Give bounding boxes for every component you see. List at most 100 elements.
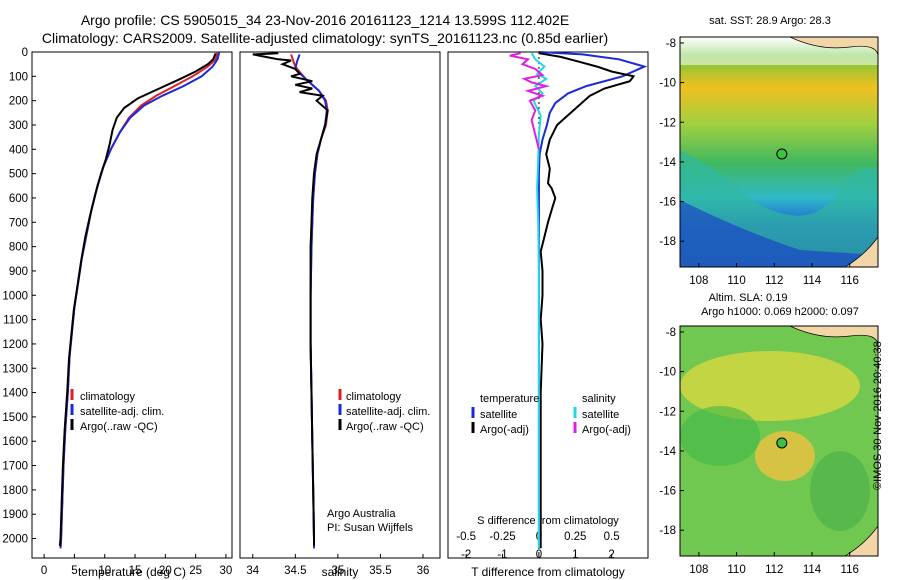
sst-map-frame xyxy=(679,36,879,268)
diff-legend-entry: satellite xyxy=(480,409,517,421)
sla-map-ytick-label: -10 xyxy=(659,367,676,379)
sst-cold xyxy=(680,200,878,267)
argo-australia-label: Argo Australia xyxy=(327,508,396,520)
sla-map-land xyxy=(789,326,878,348)
salinity-series-2 xyxy=(252,52,329,546)
climatology-subtitle: Climatology: CARS2009. Satellite-adjuste… xyxy=(41,30,609,46)
sst-map-ytick-label: -8 xyxy=(666,38,676,50)
sst-map-ytick-label: -16 xyxy=(659,197,676,209)
sla-map-ytick-label: -16 xyxy=(659,486,676,498)
depth-tick-label: 700 xyxy=(9,217,28,229)
salinity-panel-frame xyxy=(239,51,441,559)
difference-series-2 xyxy=(530,52,549,549)
imos-credit: ©IMOS 30-Nov-2016 20:40:38 xyxy=(872,341,884,490)
salinity-series-0 xyxy=(290,54,329,549)
temperature-xtick-label: 25 xyxy=(189,565,202,577)
sla-map-ytick-label: -14 xyxy=(659,446,676,458)
depth-tick-label: 900 xyxy=(9,266,28,278)
salinity-xtick-label: 34.5 xyxy=(284,565,306,577)
depth-tick-label: 600 xyxy=(9,193,28,205)
sla-map-ytick-label: -8 xyxy=(666,327,676,339)
sla-map-ytick-label: -12 xyxy=(659,406,676,418)
temperature-xtick-label: 15 xyxy=(129,565,142,577)
sla-high xyxy=(680,351,860,421)
depth-tick-label: 1600 xyxy=(2,436,28,448)
sla-high xyxy=(755,431,815,481)
temperature-legend-entry: Argo(..raw -QC) xyxy=(80,421,158,433)
salinity-legend-entry: climatology xyxy=(346,391,402,403)
depth-tick-label: 1700 xyxy=(2,461,28,473)
sdiff-tick-label: -0.25 xyxy=(489,531,515,543)
temperature-panel-frame xyxy=(31,51,233,559)
sst-map-xtick-label: 112 xyxy=(765,275,783,287)
temperature-series-1 xyxy=(59,51,221,549)
salinity-axis-label: salinity xyxy=(322,565,359,579)
depth-tick-label: 2000 xyxy=(2,534,28,546)
sla-map-xtick-label: 108 xyxy=(689,564,708,576)
depth-tick-label: 1300 xyxy=(2,363,28,375)
legend-title-salinity: salinity xyxy=(582,393,616,405)
temperature-xtick-label: 20 xyxy=(159,565,172,577)
depth-tick-label: 100 xyxy=(9,71,28,83)
sst-map-land xyxy=(789,37,878,59)
depth-tick-label: 1200 xyxy=(2,339,28,351)
temperature-xtick-label: 5 xyxy=(71,565,77,577)
salinity-xtick-label: 36 xyxy=(417,565,430,577)
profile-title: Argo profile: CS 5905015_34 23-Nov-2016 … xyxy=(80,12,570,28)
depth-tick-label: 500 xyxy=(9,169,28,181)
difference-series-3 xyxy=(509,52,551,150)
sdiff-tick-label: 0.5 xyxy=(604,531,620,543)
salinity-legend-entry: Argo(..raw -QC) xyxy=(346,421,424,433)
diff-legend-entry: satellite xyxy=(582,409,619,421)
salinity-xtick-label: 34 xyxy=(246,565,259,577)
sla-map-xtick-label: 116 xyxy=(841,564,859,576)
sdiff-tick-label: -0.5 xyxy=(456,531,476,543)
sst-map-ytick-label: -12 xyxy=(659,117,676,129)
salinity-xtick-label: 35.5 xyxy=(369,565,391,577)
depth-tick-label: 0 xyxy=(22,47,28,59)
salinity-xtick-label: 35 xyxy=(331,565,344,577)
depth-tick-label: 300 xyxy=(9,120,28,132)
temperature-axis-label: temperature (deg C) xyxy=(78,565,186,579)
sla-low xyxy=(680,406,760,466)
difference-series-0 xyxy=(537,51,648,549)
sst-map-argo-marker xyxy=(776,148,788,160)
depth-tick-label: 400 xyxy=(9,144,28,156)
depth-tick-label: 200 xyxy=(9,96,28,108)
sdiff-tick-label: 0.25 xyxy=(564,531,586,543)
salinity-legend-entry: satellite-adj. clim. xyxy=(346,406,430,418)
legend-title-temperature: temperature xyxy=(480,393,539,405)
sla-map-field xyxy=(680,326,878,556)
tdiff-xtick-label: -1 xyxy=(497,549,507,561)
tdiff-xtick-label: 1 xyxy=(572,549,578,561)
difference-series-1 xyxy=(538,52,636,549)
sst-map-xtick-label: 110 xyxy=(727,275,745,287)
sla-map-subtitle: Argo h1000: 0.069 h2000: 0.097 xyxy=(701,306,859,318)
sst-map-xtick-label: 116 xyxy=(841,275,859,287)
tdiff-axis-label: T difference from climatology xyxy=(471,565,625,579)
difference-panel-frame xyxy=(447,51,649,559)
temperature-series-0 xyxy=(59,51,219,549)
sst-map-ytick-label: -18 xyxy=(659,236,676,248)
diff-legend-entry: Argo(-adj) xyxy=(582,424,631,436)
sla-map-xtick-label: 114 xyxy=(803,564,822,576)
depth-tick-label: 1900 xyxy=(2,509,28,521)
sst-map-ytick-label: -14 xyxy=(659,157,676,169)
temperature-xtick-label: 30 xyxy=(220,565,233,577)
tdiff-xtick-label: 0 xyxy=(536,549,542,561)
sst-map-title: sat. SST: 28.9 Argo: 28.3 xyxy=(709,15,831,27)
sst-map-xtick-label: 108 xyxy=(689,275,708,287)
sla-map-frame xyxy=(679,325,879,557)
temperature-legend-entry: satellite-adj. clim. xyxy=(80,406,164,418)
depth-tick-label: 1100 xyxy=(3,315,28,327)
temperature-series-2 xyxy=(58,52,217,546)
sla-map-title: Altim. SLA: 0.19 xyxy=(709,292,788,304)
tdiff-xtick-label: -2 xyxy=(461,549,471,561)
depth-tick-label: 1000 xyxy=(2,290,28,302)
sdiff-axis-label: S difference from climatology xyxy=(477,515,619,527)
temperature-legend-entry: climatology xyxy=(80,391,136,403)
sst-map-ytick-label: -10 xyxy=(659,78,676,90)
depth-tick-label: 1800 xyxy=(2,485,28,497)
sla-map-xtick-label: 112 xyxy=(765,564,783,576)
